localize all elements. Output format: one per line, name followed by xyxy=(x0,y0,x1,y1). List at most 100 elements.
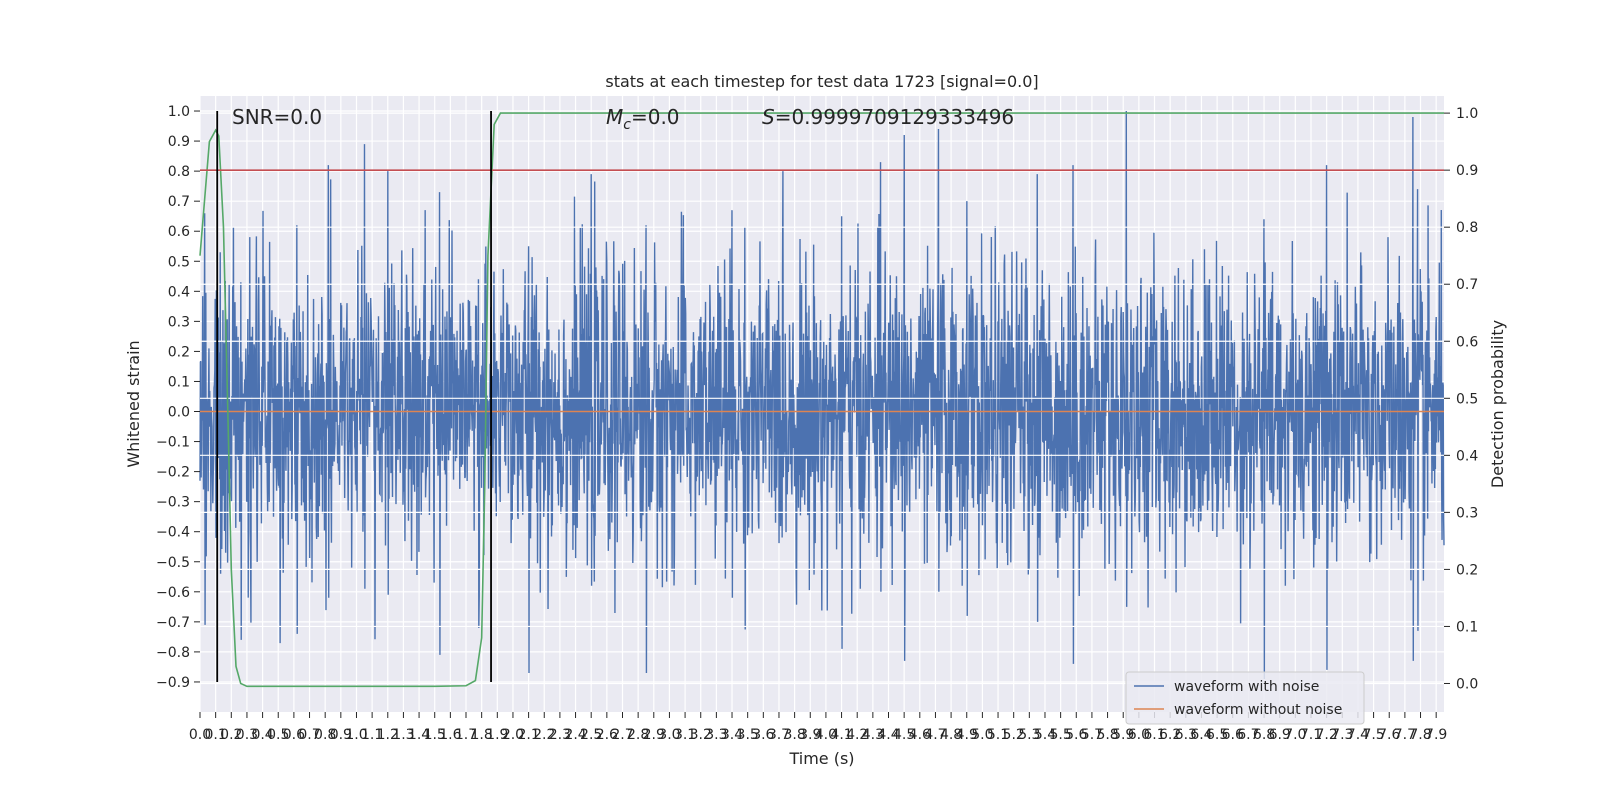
s-value: =0.9999709129333496 xyxy=(775,105,1014,129)
x-tick-label: 5.4 xyxy=(1034,727,1056,743)
y-tick-label: −0.9 xyxy=(156,675,190,691)
x-tick-label: 4.3 xyxy=(862,727,884,743)
chart-title: stats at each timestep for test data 172… xyxy=(605,72,1038,91)
series-line-3 xyxy=(199,112,1444,688)
x-tick-label: 0.5 xyxy=(267,727,289,743)
x-tick-label: 7.7 xyxy=(1394,727,1416,743)
x-tick-label: 1.2 xyxy=(377,727,399,743)
x-tick-label: 2.4 xyxy=(564,727,586,743)
x-tick-label: 2.5 xyxy=(580,727,602,743)
x-tick-label: 1.7 xyxy=(455,727,477,743)
x-tick-label: 2.9 xyxy=(643,727,665,743)
y-tick-label: 0.3 xyxy=(168,314,190,330)
x-tick-label: 5.5 xyxy=(1049,727,1071,743)
x-tick-label: 7.2 xyxy=(1316,727,1338,743)
x-tick-label: 2.7 xyxy=(611,727,633,743)
x-tick-label: 6.3 xyxy=(1175,727,1197,743)
y2-tick-label: 0.2 xyxy=(1456,562,1478,578)
x-tick-label: 7.8 xyxy=(1409,727,1431,743)
x-tick-label: 5.3 xyxy=(1018,727,1040,743)
y2-tick-label: 0.5 xyxy=(1456,391,1478,407)
legend: waveform with noise waveform without noi… xyxy=(1125,671,1365,725)
x-tick-label: 5.2 xyxy=(1003,727,1025,743)
x-tick-label: 3.9 xyxy=(799,727,821,743)
axes: −0.9−0.8−0.7−0.6−0.5−0.4−0.3−0.2−0.10.00… xyxy=(156,104,1478,743)
x-tick-label: 1.1 xyxy=(361,727,383,743)
x-tick-label: 7.1 xyxy=(1300,727,1322,743)
x-tick-label: 7.9 xyxy=(1425,727,1447,743)
x-tick-label: 0.0 xyxy=(189,727,211,743)
y-tick-label: 1.0 xyxy=(168,104,190,120)
x-tick-label: 3.8 xyxy=(783,727,805,743)
x-tick-label: 6.9 xyxy=(1269,727,1291,743)
y-tick-label: −0.2 xyxy=(156,465,190,481)
y2-tick-label: 0.9 xyxy=(1456,163,1478,179)
x-tick-label: 1.4 xyxy=(408,727,430,743)
x-tick-label: 7.4 xyxy=(1347,727,1369,743)
y-tick-label: −0.3 xyxy=(156,495,190,511)
x-tick-label: 1.6 xyxy=(439,727,461,743)
x-tick-label: 5.7 xyxy=(1081,727,1103,743)
x-tick-label: 1.9 xyxy=(486,727,508,743)
x-tick-label: 6.6 xyxy=(1222,727,1244,743)
x-tick-label: 7.5 xyxy=(1362,727,1384,743)
y-axis-label: Whitened strain xyxy=(124,340,143,467)
x-tick-label: 4.6 xyxy=(909,727,931,743)
x-tick-label: 4.5 xyxy=(893,727,915,743)
mc-subscript: c xyxy=(623,117,631,133)
legend-box xyxy=(1125,671,1365,725)
x-tick-label: 3.0 xyxy=(658,727,680,743)
y2-axis-label: Detection probability xyxy=(1488,320,1507,488)
y-tick-label: 0.1 xyxy=(168,374,190,390)
y-tick-label: −0.7 xyxy=(156,615,190,631)
x-axis-label: Time (s) xyxy=(788,749,854,768)
x-tick-label: 3.2 xyxy=(690,727,712,743)
y-tick-label: 0.9 xyxy=(168,134,190,150)
x-tick-label: 4.4 xyxy=(877,727,899,743)
y-tick-label: 0.0 xyxy=(168,405,190,421)
x-tick-label: 4.2 xyxy=(846,727,868,743)
x-tick-label: 2.2 xyxy=(533,727,555,743)
x-tick-label: 0.2 xyxy=(220,727,242,743)
x-tick-label: 2.8 xyxy=(627,727,649,743)
x-tick-label: 6.1 xyxy=(1143,727,1165,743)
x-tick-label: 2.1 xyxy=(517,727,539,743)
s-annotation: S=0.9999709129333496 xyxy=(762,105,1014,129)
x-tick-label: 3.5 xyxy=(737,727,759,743)
y2-tick-label: 0.7 xyxy=(1456,277,1478,293)
x-tick-label: 0.7 xyxy=(298,727,320,743)
x-tick-label: 1.0 xyxy=(345,727,367,743)
y-tick-label: 0.2 xyxy=(168,344,190,360)
x-tick-label: 1.3 xyxy=(392,727,414,743)
x-tick-label: 6.2 xyxy=(1159,727,1181,743)
y-tick-label: 0.7 xyxy=(168,194,190,210)
y-tick-label: 0.8 xyxy=(168,164,190,180)
y2-tick-label: 0.0 xyxy=(1456,676,1478,692)
x-tick-label: 7.6 xyxy=(1378,727,1400,743)
x-tick-label: 5.8 xyxy=(1096,727,1118,743)
snr-annotation: SNR=0.0 xyxy=(232,105,322,129)
x-tick-label: 6.4 xyxy=(1190,727,1212,743)
x-tick-label: 6.0 xyxy=(1128,727,1150,743)
x-tick-label: 4.8 xyxy=(940,727,962,743)
x-tick-label: 1.5 xyxy=(424,727,446,743)
y-tick-label: 0.6 xyxy=(168,224,190,240)
x-tick-label: 0.6 xyxy=(283,727,305,743)
x-tick-label: 5.6 xyxy=(1065,727,1087,743)
y-tick-label: −0.1 xyxy=(156,435,190,451)
x-tick-label: 0.3 xyxy=(236,727,258,743)
x-tick-label: 7.3 xyxy=(1331,727,1353,743)
y2-tick-label: 0.6 xyxy=(1456,334,1478,350)
x-tick-label: 4.1 xyxy=(830,727,852,743)
mc-value: =0.0 xyxy=(631,105,680,129)
y-tick-label: 0.5 xyxy=(168,254,190,270)
y2-tick-label: 1.0 xyxy=(1456,106,1478,122)
x-tick-label: 1.8 xyxy=(471,727,493,743)
x-tick-label: 3.6 xyxy=(752,727,774,743)
x-tick-label: 0.4 xyxy=(251,727,273,743)
x-tick-label: 2.6 xyxy=(596,727,618,743)
x-tick-label: 5.1 xyxy=(987,727,1009,743)
x-tick-label: 0.8 xyxy=(314,727,336,743)
x-tick-label: 6.7 xyxy=(1237,727,1259,743)
